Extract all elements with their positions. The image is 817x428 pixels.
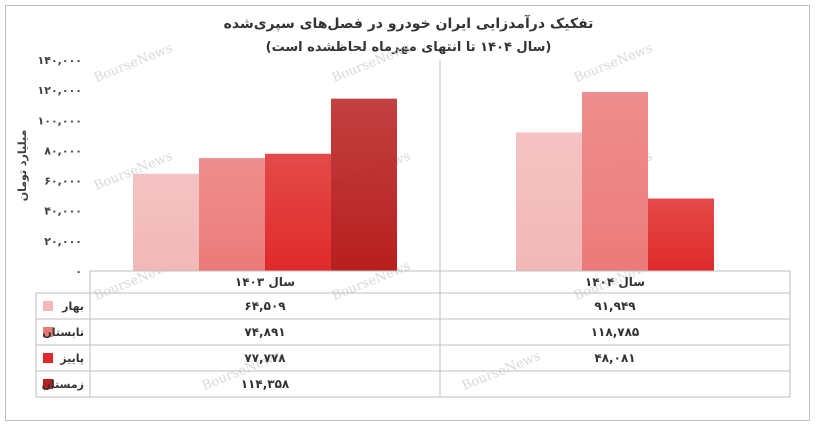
bar-1-0	[199, 158, 265, 271]
legend-swatch	[43, 301, 53, 311]
category-label: سال ۱۴۰۴	[585, 275, 645, 289]
data-label: ۷۷,۷۷۸	[244, 351, 286, 365]
bar-2-1	[648, 198, 714, 271]
chart-title: تفکیک درآمدزایی ایران خودرو در فصل‌های س…	[223, 16, 594, 32]
legend-entry: بهار	[61, 300, 84, 313]
y-tick-label: ۱۴۰,۰۰۰	[38, 54, 82, 67]
data-label: ۹۱,۹۴۹	[594, 299, 636, 313]
bar-2-0	[265, 153, 331, 271]
y-tick-label: ۱۲۰,۰۰۰	[38, 84, 82, 97]
y-tick-label: ۸۰,۰۰۰	[44, 144, 82, 157]
y-tick-label: ۱۰۰,۰۰۰	[38, 114, 82, 127]
data-label: ۱۱۸,۷۸۵	[591, 325, 640, 339]
y-tick-label: ۰	[75, 265, 82, 278]
data-label: ۷۴,۸۹۱	[244, 325, 285, 339]
chart-subtitle: (سال ۱۴۰۴ تا انتهای مهرماه لحاظشده است)	[265, 40, 552, 55]
data-label: ۱۱۴,۳۵۸	[241, 377, 290, 391]
category-label: سال ۱۴۰۳	[235, 275, 295, 289]
y-tick-label: ۶۰,۰۰۰	[44, 175, 82, 188]
legend-entry: زمستان	[42, 378, 84, 391]
data-label: ۶۴,۵۰۹	[244, 299, 286, 313]
legend-swatch	[43, 327, 53, 337]
y-tick-label: ۲۰,۰۰۰	[44, 235, 82, 248]
bar-3-0	[331, 98, 397, 272]
y-axis-label: میلیارد تومان	[16, 130, 29, 202]
bar-0-0	[133, 173, 199, 271]
data-label: ۴۸,۰۸۱	[594, 351, 635, 365]
legend-swatch	[43, 379, 53, 389]
legend-entry: تابستان	[42, 326, 84, 339]
legend-entry: پاییز	[59, 352, 84, 365]
chart-frame	[5, 5, 810, 421]
bar-0-1	[516, 132, 582, 271]
y-tick-label: ۴۰,۰۰۰	[44, 205, 82, 218]
bar-1-1	[582, 91, 648, 272]
legend-swatch	[43, 353, 53, 363]
